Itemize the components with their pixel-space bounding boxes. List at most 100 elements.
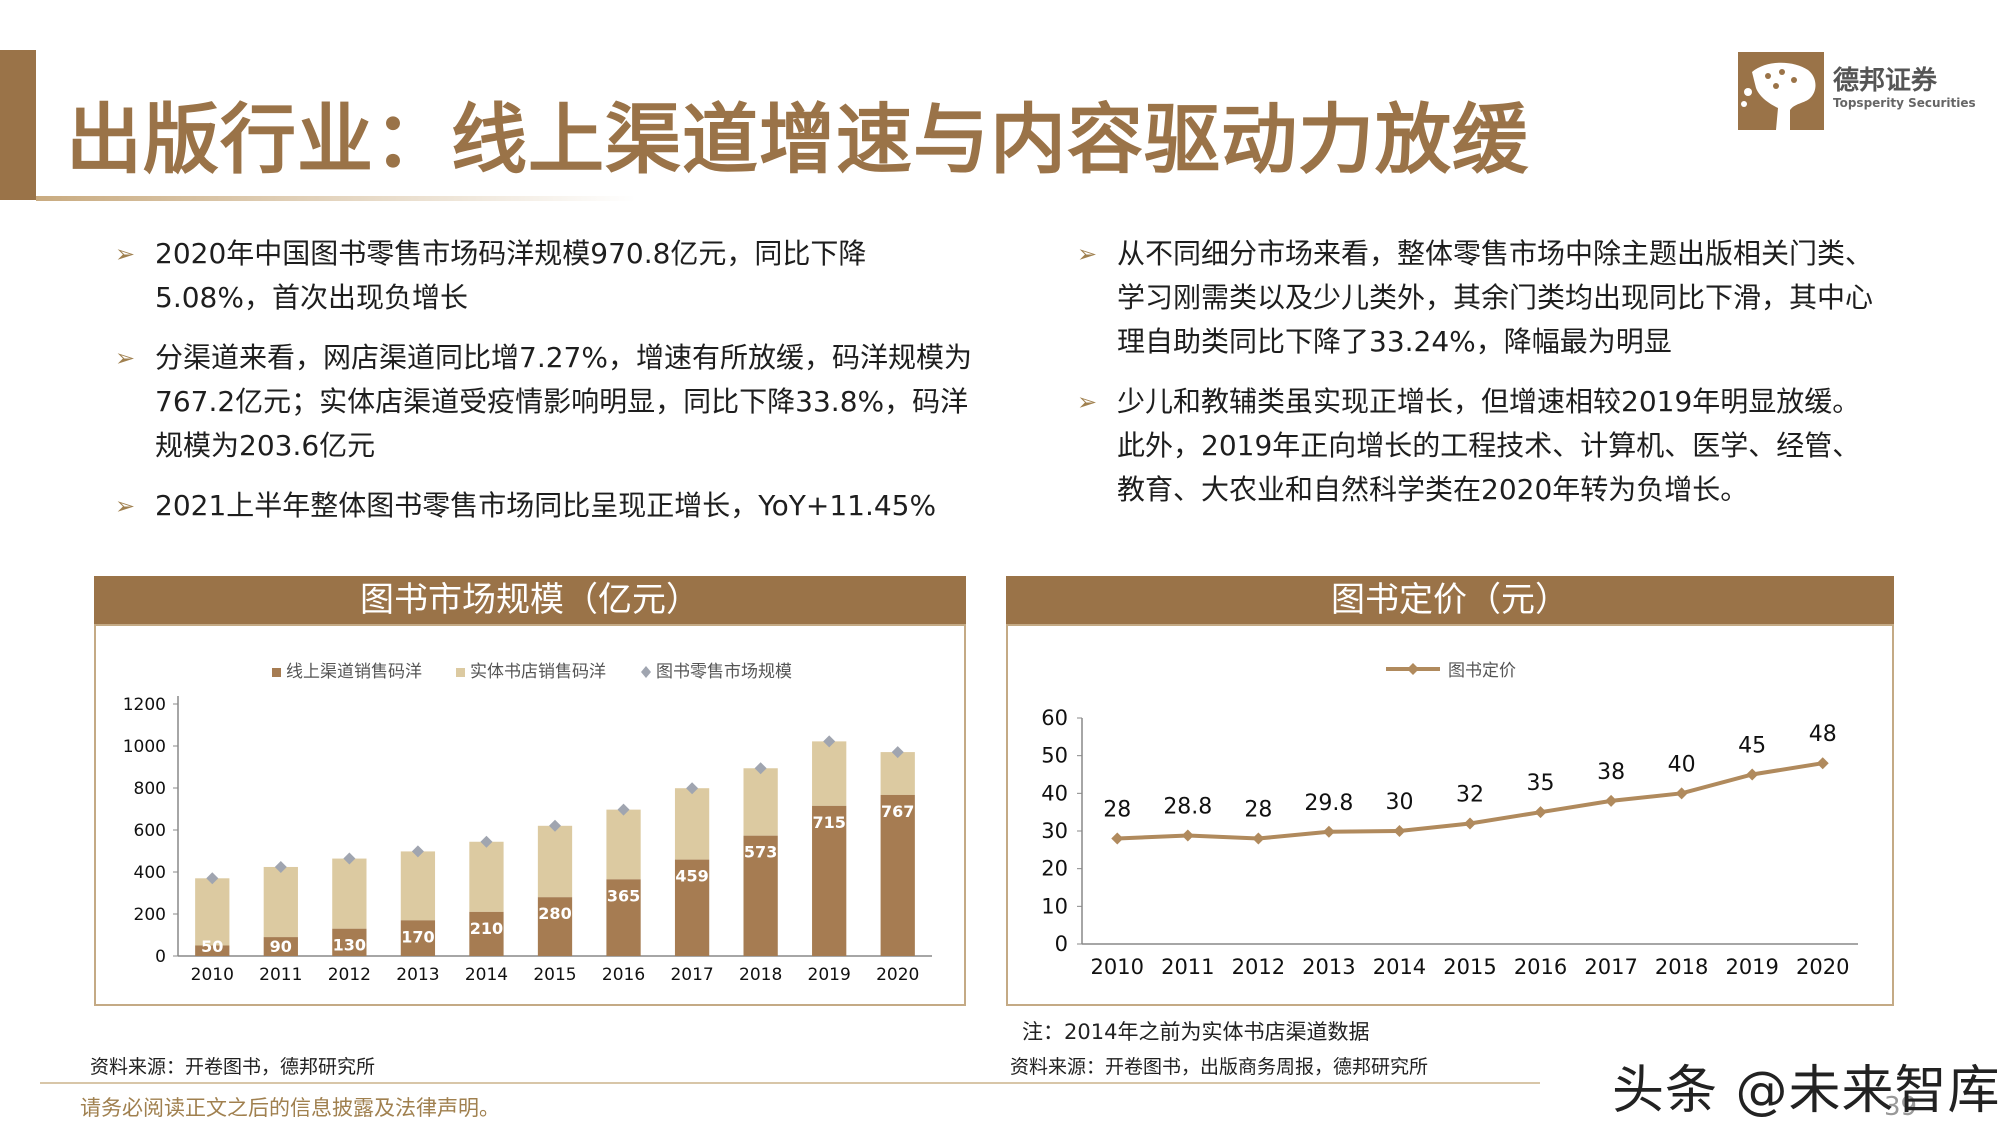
legend-swatch [272, 668, 281, 677]
online-bar [332, 928, 367, 956]
watermark: 头条 @未来智库 [1612, 1061, 2000, 1121]
online-value-label: 365 [607, 886, 640, 905]
bullet-arrow-icon: ➢ [1077, 388, 1098, 416]
price-point [1322, 825, 1335, 838]
x-tick-label: 2017 [670, 965, 713, 985]
online-value-label: 210 [470, 919, 503, 938]
x-tick-label: 2018 [1655, 955, 1708, 979]
logo-english-name: Topsperity Securities [1833, 96, 1976, 110]
y-tick-label: 200 [134, 905, 166, 925]
right-bullet-list: ➢ 从不同细分市场来看，整体零售市场中除主题出版相关门类、学习刚需类以及少儿类外，… [1077, 232, 1877, 528]
x-tick-label: 2010 [1091, 955, 1144, 979]
title-accent-bar [0, 50, 36, 200]
legend-label: 线上渠道销售码洋 [286, 662, 422, 682]
price-value-label: 40 [1668, 752, 1696, 777]
x-tick-label: 2013 [396, 965, 439, 985]
total-marker [274, 860, 287, 873]
x-tick-label: 2016 [602, 965, 645, 985]
total-marker [891, 746, 904, 759]
x-tick-label: 2019 [808, 965, 851, 985]
online-value-label: 130 [333, 936, 366, 955]
y-tick-label: 0 [155, 947, 166, 967]
offline-bar [469, 841, 504, 912]
left-bullet-1-text: 2020年中国图书零售市场码洋规模970.8亿元，同比下降5.08%，首次出现负… [155, 237, 867, 314]
online-value-label: 280 [538, 904, 571, 923]
price-point [1816, 757, 1829, 770]
price-point [1675, 787, 1688, 800]
total-marker [206, 872, 219, 885]
x-tick-label: 2020 [876, 965, 919, 985]
y-tick-label: 800 [134, 779, 166, 799]
x-tick-label: 2010 [191, 965, 234, 985]
total-marker [343, 852, 356, 865]
online-bar [469, 911, 504, 956]
leopard-logo-icon [1738, 52, 1824, 130]
price-value-label: 30 [1385, 790, 1413, 815]
y-tick-label: 400 [134, 863, 166, 883]
price-point [1111, 832, 1124, 845]
offline-bar [537, 825, 573, 898]
left-bullet-list: ➢ 2020年中国图书零售市场码洋规模970.8亿元，同比下降5.08%，首次出现… [115, 232, 975, 544]
offline-bar [674, 788, 710, 860]
market-size-chart: 线上渠道销售码洋 实体书店销售码洋 图书零售市场规模 0 200 400 600 800 100… [123, 662, 932, 985]
price-value-label: 28 [1103, 798, 1131, 823]
price-point [1605, 794, 1618, 807]
x-tick-label: 2013 [1302, 955, 1355, 979]
x-tick-label: 2014 [465, 965, 508, 985]
company-logo: 德邦证券 Topsperity Securities [1738, 52, 1976, 132]
market-size-chart-title: 图书市场规模（亿元） [94, 576, 966, 624]
x-tick-label: 2016 [1514, 955, 1567, 979]
total-marker [549, 819, 561, 832]
online-value-label: 170 [401, 927, 434, 946]
chart-note: 注：2014年之前为实体书店渠道数据 [1022, 1020, 1370, 1044]
y-tick-label: 30 [1041, 819, 1068, 843]
offline-bar [606, 809, 641, 880]
online-bar [743, 835, 778, 956]
offline-bar [880, 752, 915, 795]
left-bullet-1: ➢ 2020年中国图书零售市场码洋规模970.8亿元，同比下降5.08%，首次出现… [115, 232, 975, 320]
online-bar [674, 859, 710, 956]
price-point [1746, 768, 1759, 781]
online-value-label: 459 [675, 867, 708, 886]
offline-bar [332, 858, 367, 929]
left-bullet-2: ➢ 分渠道来看，网店渠道同比增7.27%，增速有所放缓，码洋规模为767.2亿元；… [115, 336, 975, 468]
price-value-label: 28.8 [1163, 795, 1212, 820]
legend-marker [1407, 663, 1419, 675]
x-tick-label: 2015 [533, 965, 576, 985]
price-point [1252, 832, 1265, 845]
left-source: 资料来源：开卷图书，德邦研究所 [90, 1056, 376, 1078]
footer-disclaimer: 请务必阅读正文之后的信息披露及法律声明。 [80, 1096, 500, 1120]
x-tick-label: 2014 [1373, 955, 1426, 979]
bullet-arrow-icon: ➢ [1077, 240, 1098, 268]
y-tick-label: 1200 [123, 695, 166, 715]
offline-bar [195, 878, 230, 946]
price-value-label: 32 [1456, 782, 1484, 807]
online-bar [880, 794, 915, 956]
legend-swatch [456, 668, 465, 677]
bullet-arrow-icon: ➢ [115, 344, 136, 372]
left-bullet-3-text: 2021上半年整体图书零售市场同比呈现正增长，YoY+11.45% [155, 489, 937, 522]
price-value-label: 29.8 [1304, 791, 1353, 816]
online-bar [195, 945, 230, 956]
price-point [1464, 817, 1476, 830]
right-bullet-1-text: 从不同细分市场来看，整体零售市场中除主题出版相关门类、学习刚需类以及少儿类外，其… [1117, 237, 1874, 358]
total-marker [480, 835, 493, 848]
online-value-label: 767 [881, 802, 914, 821]
y-tick-label: 10 [1041, 894, 1068, 918]
left-bullet-2-text: 分渠道来看，网店渠道同比增7.27%，增速有所放缓，码洋规模为767.2亿元；实… [155, 341, 972, 462]
book-price-chart-title: 图书定价（元） [1006, 576, 1894, 624]
right-bullet-2-text: 少儿和教辅类虽实现正增长，但增速相较2019年明显放缓。此外，2019年正向增长… [1117, 385, 1861, 506]
online-bar [812, 805, 847, 956]
legend-label: 图书定价 [1448, 661, 1516, 681]
x-tick-label: 2011 [1161, 955, 1214, 979]
offline-bar [400, 851, 436, 921]
x-tick-label: 2012 [1232, 955, 1285, 979]
market-size-chart-panel: 线上渠道销售码洋 实体书店销售码洋 图书零售市场规模 0 200 400 600 800 100… [94, 624, 966, 1006]
left-bullet-3: ➢ 2021上半年整体图书零售市场同比呈现正增长，YoY+11.45% [115, 484, 975, 528]
total-marker [411, 845, 424, 858]
x-tick-label: 2012 [328, 965, 371, 985]
price-point [1534, 806, 1547, 819]
x-tick-label: 2020 [1796, 955, 1849, 979]
y-tick-label: 1000 [123, 737, 166, 757]
page-title: 出版行业：线上渠道增速与内容驱动力放缓 [66, 95, 1529, 184]
